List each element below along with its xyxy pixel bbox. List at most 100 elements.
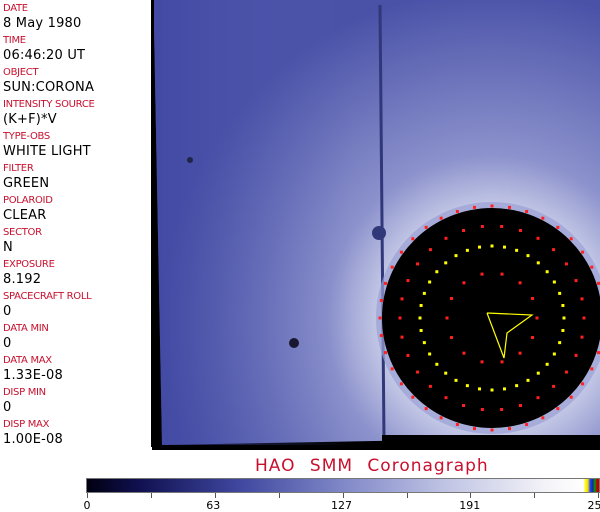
overlay-marker — [418, 316, 422, 320]
colorbar-tick-label: 191 — [459, 499, 481, 512]
overlay-marker — [525, 423, 529, 427]
overlay-marker — [398, 316, 402, 320]
overlay-marker — [541, 216, 545, 220]
field-value: WHITE LIGHT — [3, 144, 91, 159]
overlay-marker — [580, 335, 584, 339]
field-value: 0 — [3, 336, 12, 351]
overlay-marker — [406, 353, 410, 357]
overlay-marker — [439, 216, 443, 220]
field-label: DATE — [3, 3, 28, 14]
overlay-marker — [428, 248, 432, 252]
overlay-marker — [411, 395, 415, 399]
overlay-marker — [525, 209, 529, 213]
field-value: 8.192 — [3, 272, 42, 287]
overlay-marker — [582, 316, 586, 320]
field-label: INTENSITY SOURCE — [3, 99, 95, 110]
overlay-marker — [480, 272, 484, 276]
overlay-marker — [531, 296, 535, 300]
overlay-marker — [472, 427, 476, 431]
field-value: 0 — [3, 400, 12, 415]
overlay-marker — [428, 280, 432, 284]
overlay-marker — [419, 329, 423, 333]
overlay-marker — [536, 371, 540, 375]
overlay-marker — [477, 387, 481, 391]
field-label: POLAROID — [3, 195, 53, 206]
overlay-marker — [508, 205, 512, 209]
colorbar-tick — [87, 493, 88, 498]
overlay-marker — [465, 384, 469, 388]
overlay-marker — [428, 352, 432, 356]
overlay-marker — [428, 384, 432, 388]
overlay-marker — [416, 370, 420, 374]
overlay-marker — [597, 281, 600, 285]
overlay-marker — [552, 280, 556, 284]
occulter-disk — [382, 208, 600, 428]
overlay-marker — [508, 427, 512, 431]
overlay-marker — [445, 316, 449, 320]
overlay-marker — [480, 225, 484, 229]
overlay-marker — [449, 336, 453, 340]
overlay-marker — [558, 341, 562, 345]
colorbar-tick — [342, 493, 344, 498]
overlay-marker — [462, 403, 466, 407]
overlay-marker — [480, 360, 484, 364]
overlay-marker — [590, 367, 594, 371]
overlay-marker — [597, 351, 600, 355]
coronagraph-image — [152, 0, 600, 450]
field-label: SPACECRAFT ROLL — [3, 291, 92, 302]
field-label: DATA MIN — [3, 323, 49, 334]
colorbar-tick — [278, 493, 280, 498]
overlay-marker — [556, 407, 560, 411]
overlay-marker — [581, 382, 585, 386]
field-label: DISP MIN — [3, 387, 46, 398]
field-value: 0 — [3, 304, 12, 319]
overlay-marker — [552, 384, 556, 388]
overlay-marker — [424, 407, 428, 411]
overlay-marker — [562, 316, 566, 320]
overlay-marker — [455, 423, 459, 427]
overlay-marker — [503, 245, 507, 249]
overlay-marker — [518, 351, 522, 355]
colorbar-tick — [534, 493, 536, 498]
overlay-marker — [480, 407, 484, 411]
overlay-marker — [419, 303, 423, 307]
overlay-marker — [552, 248, 556, 252]
field-value: 1.33E-08 — [3, 368, 63, 383]
field-value: SUN:CORONA — [3, 80, 95, 95]
colorbar-tick-label: 63 — [206, 499, 221, 512]
overlay-marker — [378, 316, 382, 320]
overlay-marker — [490, 204, 494, 208]
field-label: FILTER — [3, 163, 34, 174]
overlay-marker — [541, 416, 545, 420]
overlay-marker — [439, 416, 443, 420]
overlay-marker — [490, 428, 494, 432]
color-bar — [86, 478, 600, 493]
field-label: EXPOSURE — [3, 259, 55, 270]
overlay-marker — [518, 229, 522, 233]
overlay-marker — [580, 297, 584, 301]
overlay-marker — [564, 370, 568, 374]
colorbar-tick-label: 0 — [83, 499, 91, 512]
overlay-marker — [590, 265, 594, 269]
overlay-marker — [561, 329, 565, 333]
overlay-marker — [406, 279, 410, 283]
field-value: CLEAR — [3, 208, 47, 223]
overlay-marker — [462, 281, 466, 285]
overlay-marker — [515, 384, 519, 388]
overlay-marker — [552, 352, 556, 356]
overlay-marker — [383, 281, 387, 285]
overlay-marker — [444, 396, 448, 400]
overlay-marker — [472, 205, 476, 209]
colorbar-tick — [598, 493, 600, 498]
overlay-marker — [454, 378, 458, 382]
overlay-marker — [379, 334, 383, 338]
overlay-marker — [444, 371, 448, 375]
region-outline — [486, 312, 534, 359]
field-label: TYPE-OBS — [3, 131, 50, 142]
overlay-marker — [561, 303, 565, 307]
field-value: GREEN — [3, 176, 50, 191]
overlay-marker — [490, 388, 494, 392]
overlay-marker — [545, 362, 549, 366]
colorbar-tick — [214, 493, 216, 498]
overlay-marker — [454, 254, 458, 258]
